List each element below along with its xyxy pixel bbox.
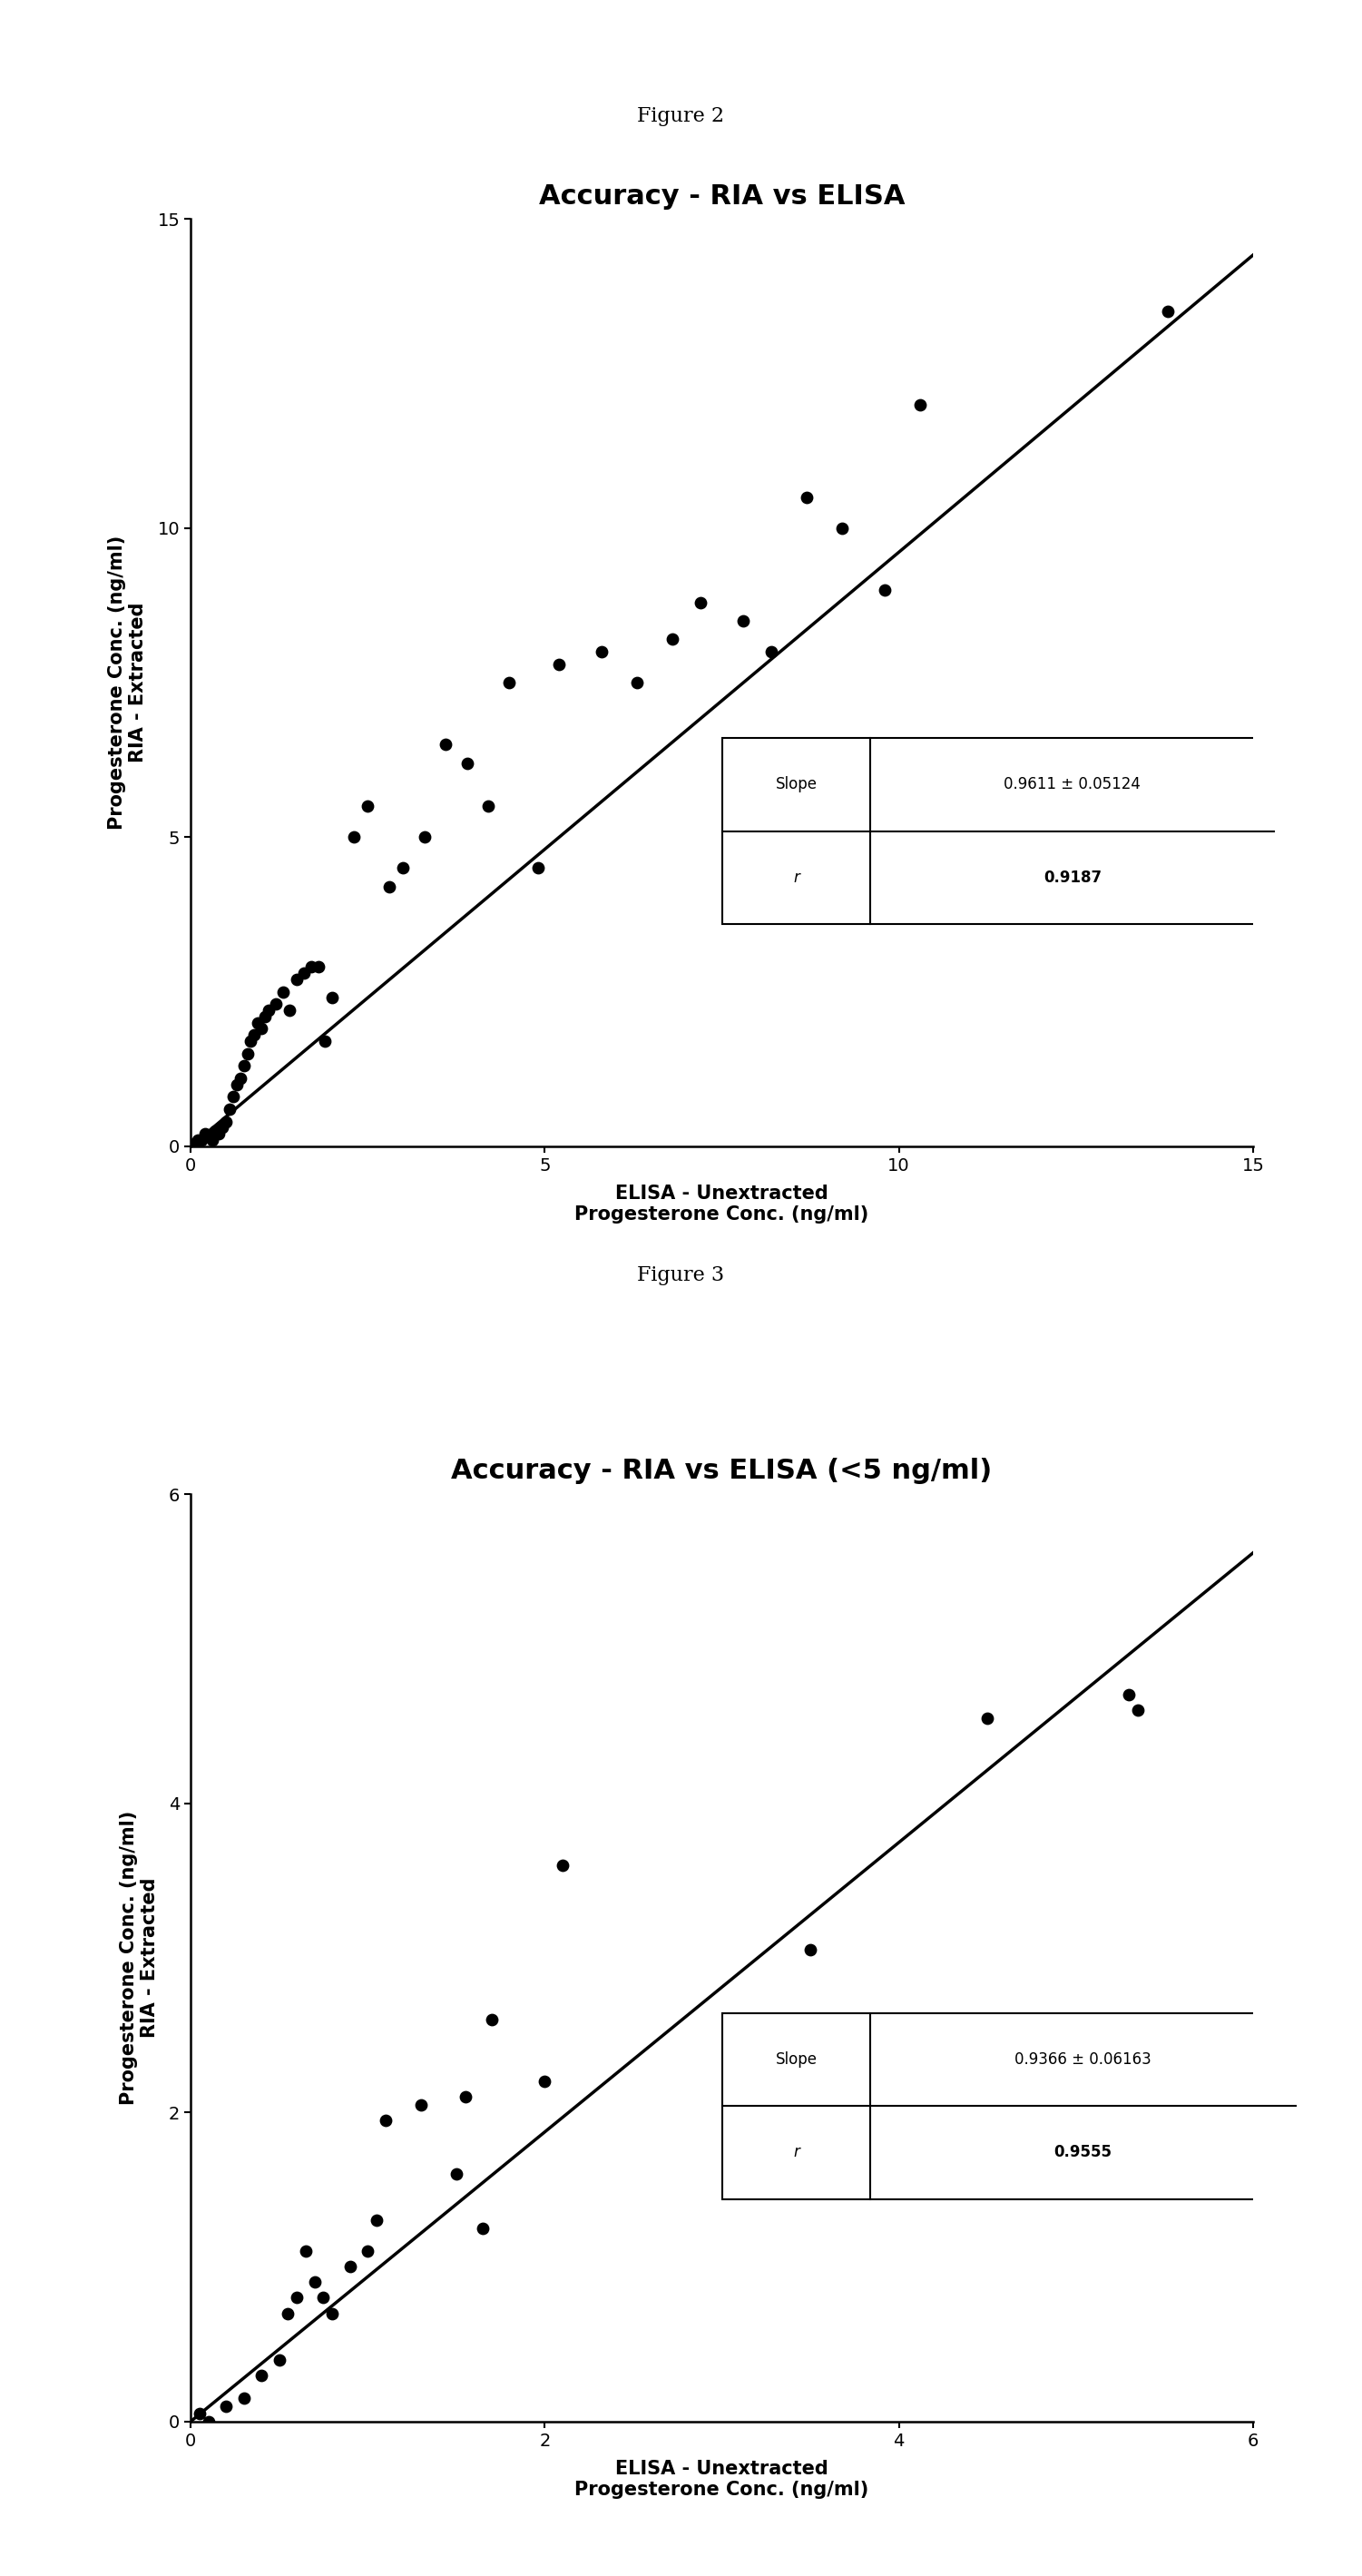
Text: Figure 2: Figure 2 [637,106,725,126]
Point [304,2262,326,2303]
Point [197,2401,219,2442]
Bar [722,739,1275,925]
Point [251,1007,272,1048]
Point [278,2293,300,2334]
Point [548,644,569,685]
Point [300,945,321,987]
Point [445,2154,467,2195]
Point [219,1090,241,1131]
Point [477,786,498,827]
Point [226,1064,248,1105]
Point [313,2277,335,2318]
Point [193,1113,215,1154]
Point [229,1059,251,1100]
Point [321,976,343,1018]
Point [264,984,286,1025]
Point [455,2076,477,2117]
Title: Accuracy - RIA vs ELISA: Accuracy - RIA vs ELISA [539,183,904,209]
Point [251,2354,272,2396]
Point [434,724,456,765]
Text: r: r [793,2143,799,2161]
Point [211,1108,233,1149]
Point [414,817,436,858]
Point [552,1844,573,1886]
Point [534,2061,556,2102]
Point [481,1999,503,2040]
Point [233,2378,255,2419]
Point [831,507,853,549]
Point [379,866,400,907]
Point [222,1077,244,1118]
Point [293,953,315,994]
Point [365,2200,388,2241]
Point [357,786,379,827]
Point [339,2246,361,2287]
Point [321,2293,343,2334]
Point [456,742,478,783]
Point [910,384,932,425]
Text: 0.9611 ± 0.05124: 0.9611 ± 0.05124 [1004,775,1141,793]
Point [244,1015,266,1056]
Point [662,618,684,659]
Point [357,2231,379,2272]
Point [272,971,294,1012]
Text: 0.9187: 0.9187 [1043,868,1102,886]
Point [627,662,648,703]
Point [1126,1690,1148,1731]
Point [733,600,755,641]
Text: 0.9555: 0.9555 [1054,2143,1113,2161]
Point [202,1121,223,1162]
Point [268,2339,290,2380]
Bar [722,2014,1295,2200]
Text: Figure 3: Figure 3 [637,1265,725,1285]
Point [237,1033,259,1074]
Point [473,2208,494,2249]
X-axis label: ELISA - Unextracted
Progesterone Conc. (ng/ml): ELISA - Unextracted Progesterone Conc. (… [575,2460,869,2499]
Point [591,631,613,672]
Point [527,848,549,889]
Point [257,989,279,1030]
Point [874,569,896,611]
Point [795,477,817,518]
Text: Slope: Slope [775,775,817,793]
Point [308,945,330,987]
Text: 0.9366 ± 0.06163: 0.9366 ± 0.06163 [1015,2050,1151,2069]
Point [191,1121,212,1162]
Point [184,1123,206,1164]
Point [760,631,782,672]
Point [799,1929,821,1971]
Point [1158,291,1179,332]
Point [315,1020,336,1061]
Point [286,958,308,999]
Point [187,1121,208,1162]
Point [247,1002,268,1043]
Point [240,1020,262,1061]
Point [286,2277,308,2318]
Y-axis label: Progesterone Conc. (ng/ml)
RIA - Extracted: Progesterone Conc. (ng/ml) RIA - Extract… [108,536,147,829]
Point [689,582,711,623]
Point [279,989,301,1030]
Point [410,2084,432,2125]
Point [1118,1674,1140,1716]
Point [498,662,520,703]
Point [208,1113,230,1154]
X-axis label: ELISA - Unextracted
Progesterone Conc. (ng/ml): ELISA - Unextracted Progesterone Conc. (… [575,1185,869,1224]
Point [375,2099,396,2141]
Point [204,1110,226,1151]
Text: r: r [793,868,799,886]
Y-axis label: Progesterone Conc. (ng/ml)
RIA - Extracted: Progesterone Conc. (ng/ml) RIA - Extract… [120,1811,158,2105]
Point [977,1698,998,1739]
Point [188,2393,210,2434]
Point [215,2385,237,2427]
Text: Slope: Slope [775,2050,817,2069]
Point [215,1100,237,1141]
Point [255,997,276,1038]
Point [392,848,414,889]
Title: Accuracy - RIA vs ELISA (<5 ng/ml): Accuracy - RIA vs ELISA (<5 ng/ml) [451,1458,993,1484]
Point [296,2231,317,2272]
Point [233,1046,255,1087]
Point [343,817,365,858]
